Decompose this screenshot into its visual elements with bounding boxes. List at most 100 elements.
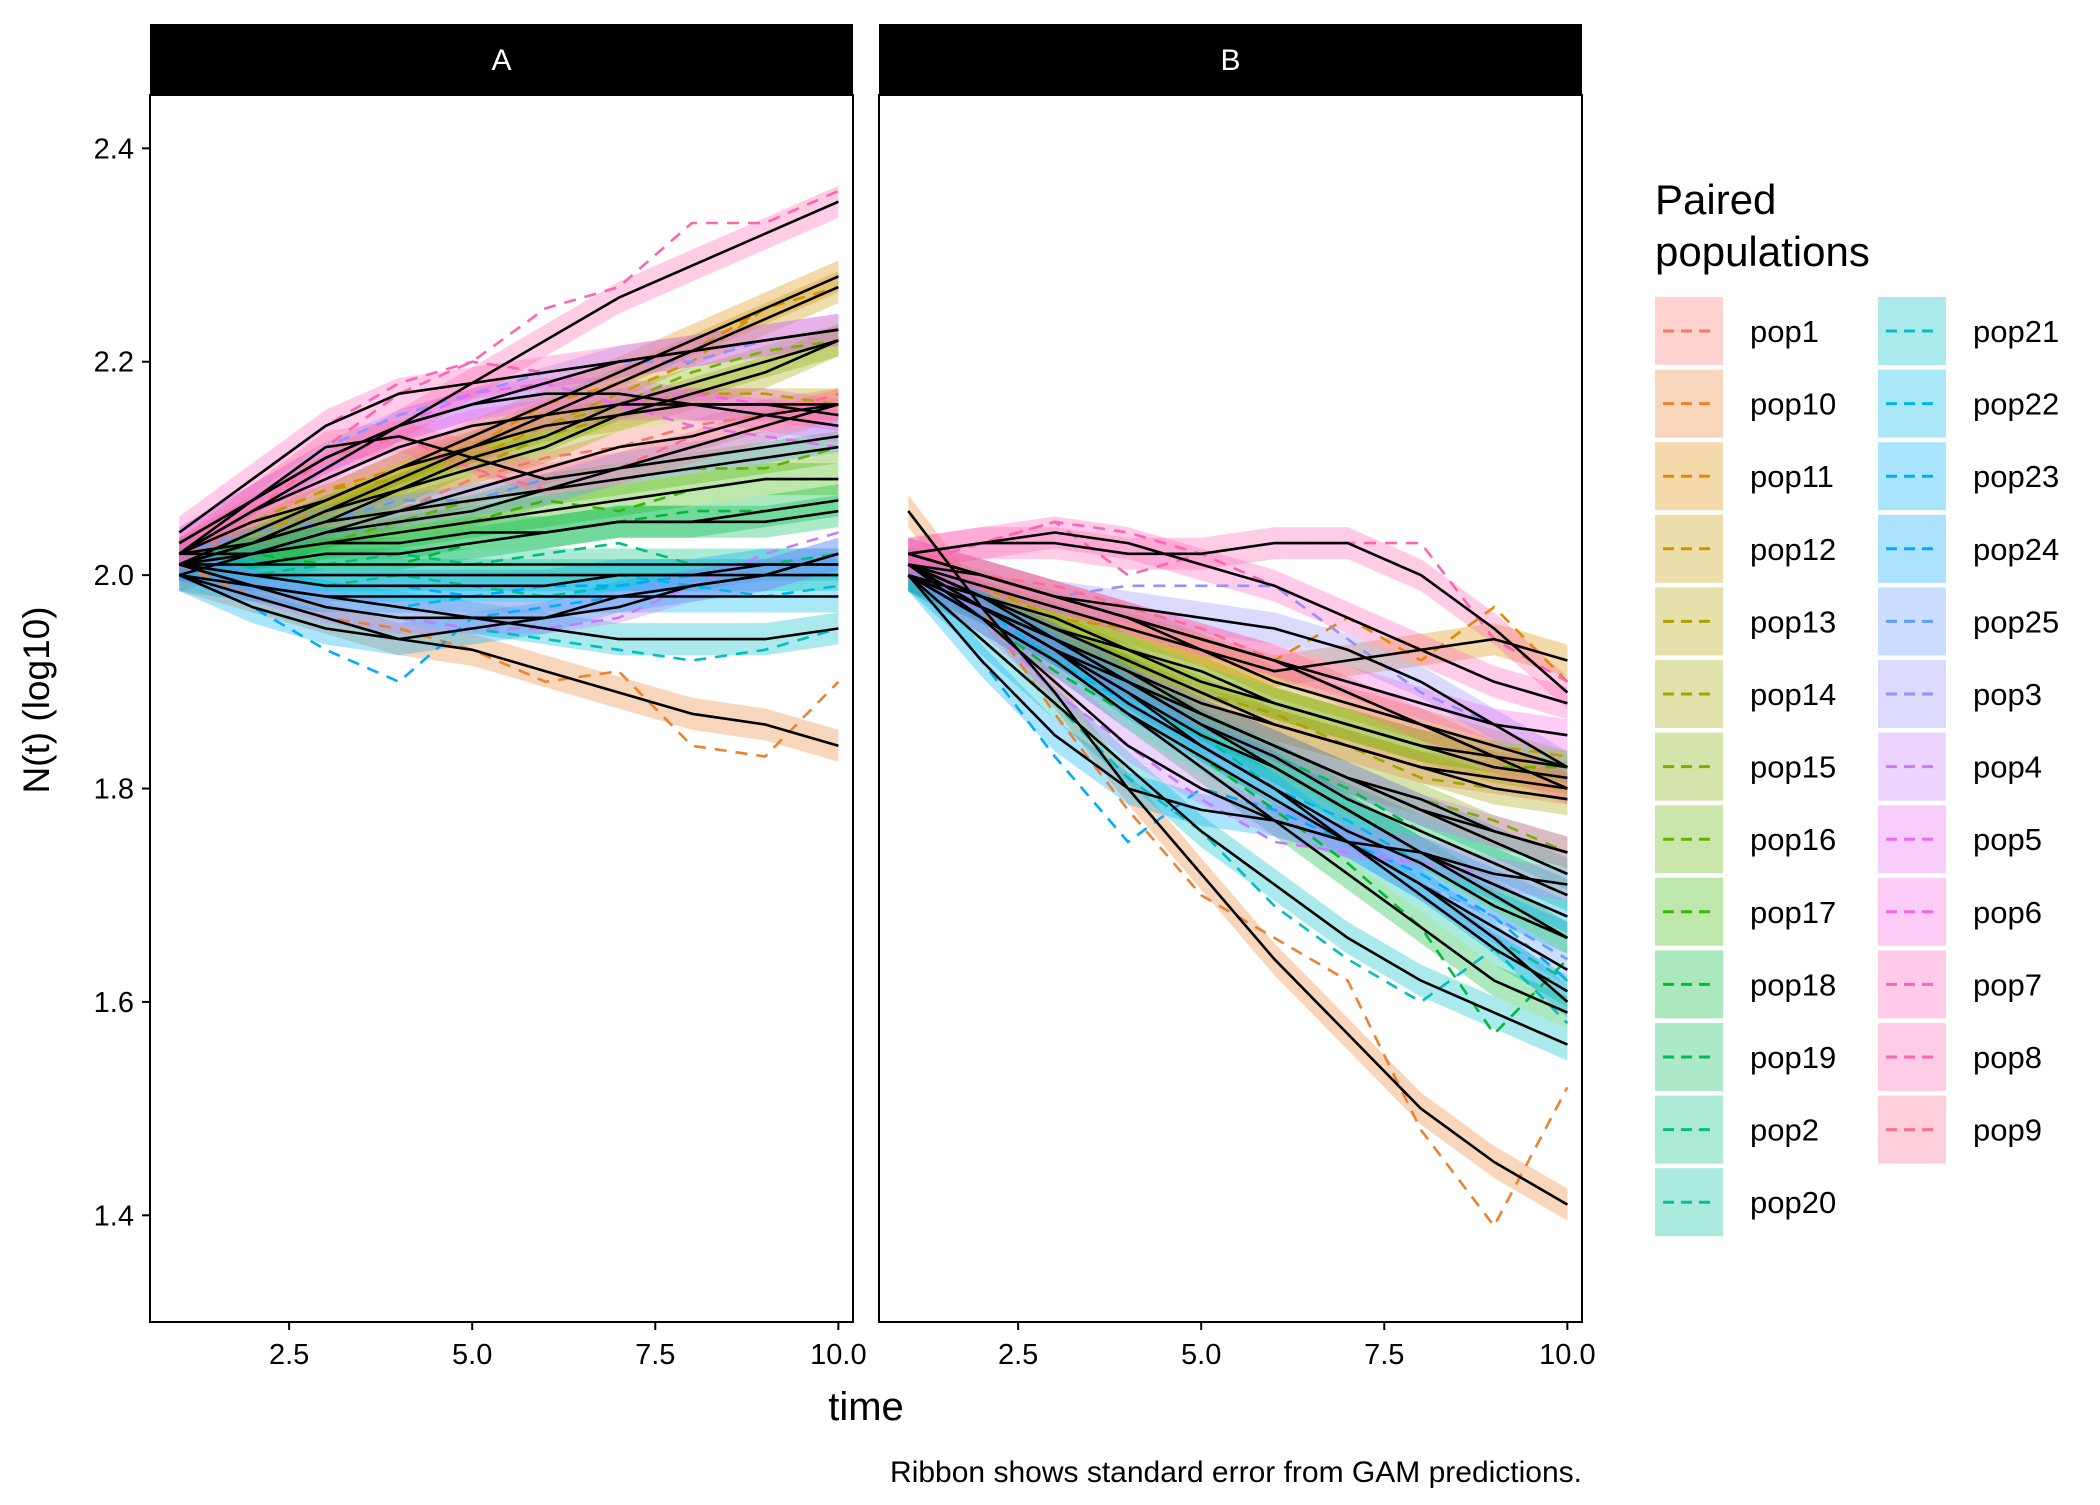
ribbon-b-pop2 bbox=[908, 559, 1568, 890]
y-tick-label: 2.0 bbox=[94, 560, 134, 592]
observed-line-a-pop10 bbox=[178, 563, 840, 758]
legend: Paired populations pop1pop10pop11pop12po… bbox=[1655, 176, 2059, 1237]
y-tick-label: 1.8 bbox=[94, 774, 134, 806]
fitted-line-b-pop5 bbox=[907, 563, 1568, 854]
legend-title-line-1: Paired bbox=[1655, 176, 1776, 223]
facet-strip-label-b: B bbox=[1220, 44, 1240, 77]
legend-label-pop10: pop10 bbox=[1750, 387, 1836, 422]
y-tick-label: 2.4 bbox=[94, 133, 134, 165]
y-axis: 1.4 1.6 1.8 2.0 2.2 2.4 bbox=[94, 133, 150, 1232]
fitted-line-b-pop7 bbox=[908, 531, 1568, 705]
legend-label-pop25: pop25 bbox=[1973, 604, 2059, 639]
legend-label-pop11: pop11 bbox=[1750, 459, 1834, 494]
ribbon-b-pop7 bbox=[908, 516, 1568, 720]
legend-label-pop24: pop24 bbox=[1973, 532, 2059, 567]
legend-label-pop14: pop14 bbox=[1750, 677, 1836, 712]
x-tick-label-b: 7.5 bbox=[1364, 1339, 1404, 1371]
facet-strip-b bbox=[879, 24, 1582, 95]
fitted-line-b-pop21 bbox=[907, 574, 1568, 1046]
fitted-line-b-pop25 bbox=[907, 573, 1569, 972]
y-tick-label: 2.2 bbox=[94, 347, 134, 379]
ribbon-b-pop5 bbox=[908, 548, 1568, 869]
ribbon-a-pop23 bbox=[179, 537, 839, 656]
legend-label-pop3: pop3 bbox=[1973, 677, 2042, 712]
observed-line-b-pop18 bbox=[907, 573, 1569, 1036]
fitted-lines-a bbox=[178, 200, 839, 748]
legend-label-pop13: pop13 bbox=[1750, 604, 1836, 639]
legend-label-pop19: pop19 bbox=[1750, 1040, 1836, 1075]
fitted-line-b-pop9 bbox=[908, 563, 1568, 790]
fitted-line-b-pop16 bbox=[907, 563, 1568, 769]
fitted-lines-b bbox=[907, 510, 1569, 1206]
ribbon-a-pop20 bbox=[179, 548, 839, 592]
ribbon-b-pop16 bbox=[908, 548, 1568, 784]
fitted-line-a-pop18 bbox=[179, 499, 839, 566]
fitted-line-a-pop16 bbox=[179, 445, 839, 566]
facet-panel-a: A bbox=[149, 24, 854, 1323]
fitted-line-a-pop25 bbox=[179, 435, 839, 556]
legend-label-pop17: pop17 bbox=[1750, 895, 1836, 930]
legend-label-pop16: pop16 bbox=[1750, 822, 1836, 857]
facet-panel-b: B bbox=[878, 24, 1583, 1323]
ribbon-b-pop14 bbox=[908, 548, 1568, 816]
observed-line-b-pop14 bbox=[907, 563, 1568, 801]
ribbon-b-pop25 bbox=[908, 559, 1568, 986]
legend-label-pop7: pop7 bbox=[1973, 967, 2042, 1002]
legend-label-pop4: pop4 bbox=[1973, 750, 2042, 785]
observed-line-a-pop11 bbox=[178, 275, 839, 555]
x-tick-label-a: 10.0 bbox=[810, 1339, 866, 1371]
fitted-line-a-pop8 bbox=[178, 200, 839, 555]
observed-line-b-pop9 bbox=[908, 563, 1568, 790]
x-axis-title: time bbox=[828, 1385, 904, 1429]
facet-strip-a bbox=[150, 24, 853, 95]
fitted-line-a-pop6 bbox=[178, 403, 839, 555]
legend-label-pop22: pop22 bbox=[1973, 387, 2059, 422]
ribbon-a-pop8 bbox=[179, 185, 839, 570]
chart-caption: Ribbon shows standard error from GAM pre… bbox=[890, 1456, 1582, 1489]
x-tick-label-a: 2.5 bbox=[269, 1339, 309, 1371]
fitted-line-a-pop5 bbox=[178, 392, 839, 545]
fitted-line-a-pop4 bbox=[178, 552, 839, 620]
legend-title-line-2: populations bbox=[1655, 228, 1870, 275]
observed-line-b-pop21 bbox=[907, 574, 1569, 1025]
legend-label-pop20: pop20 bbox=[1750, 1185, 1836, 1220]
fitted-line-a-pop10 bbox=[178, 573, 839, 748]
fitted-line-a-pop15 bbox=[178, 339, 839, 566]
x-tick-label-b: 2.5 bbox=[998, 1339, 1038, 1371]
fitted-line-a-pop7 bbox=[178, 328, 839, 534]
ribbon-a-pop7 bbox=[179, 313, 839, 549]
ribbon-b-pop21 bbox=[908, 559, 1568, 1061]
legend-label-pop2: pop2 bbox=[1750, 1113, 1819, 1148]
fitted-line-a-pop22 bbox=[179, 573, 839, 598]
legend-label-pop5: pop5 bbox=[1973, 822, 2042, 857]
x-tick-label-a: 7.5 bbox=[635, 1339, 675, 1371]
fitted-line-b-pop14 bbox=[907, 563, 1568, 801]
legend-label-pop15: pop15 bbox=[1750, 750, 1836, 785]
fitted-line-b-pop24 bbox=[907, 563, 1568, 918]
observed-line-a-pop23 bbox=[178, 573, 839, 684]
y-tick-label: 1.4 bbox=[94, 1200, 134, 1232]
fitted-line-b-pop8 bbox=[908, 541, 1569, 694]
legend-label-pop8: pop8 bbox=[1973, 1040, 2042, 1075]
fitted-line-a-pop20 bbox=[179, 563, 839, 577]
observed-line-b-pop8 bbox=[907, 520, 1569, 683]
legend-label-pop12: pop12 bbox=[1750, 532, 1836, 567]
observed-line-a-pop9 bbox=[178, 392, 839, 555]
fitted-line-a-pop9 bbox=[178, 403, 839, 555]
x-tick-label-b: 5.0 bbox=[1181, 1339, 1221, 1371]
fitted-line-b-pop12 bbox=[907, 563, 1568, 769]
ribbon-b-pop13 bbox=[908, 559, 1568, 794]
y-tick-label: 1.6 bbox=[94, 987, 134, 1019]
legend-label-pop1: pop1 bbox=[1750, 314, 1819, 349]
fitted-line-b-pop23 bbox=[907, 574, 1569, 1003]
legend-label-pop6: pop6 bbox=[1973, 895, 2042, 930]
panel-border-b bbox=[878, 94, 1583, 1323]
y-axis-title: N(t) (log10) bbox=[16, 606, 57, 793]
legend-label-pop9: pop9 bbox=[1973, 1113, 2042, 1148]
observed-line-a-pop13 bbox=[178, 392, 839, 555]
facet-strip-label-a: A bbox=[491, 44, 511, 77]
legend-items: pop1 pop10 pop11 pop12 pop13 pop14 pop15 pop16 p… bbox=[1655, 297, 2059, 1237]
fitted-line-a-pop19 bbox=[179, 509, 839, 556]
